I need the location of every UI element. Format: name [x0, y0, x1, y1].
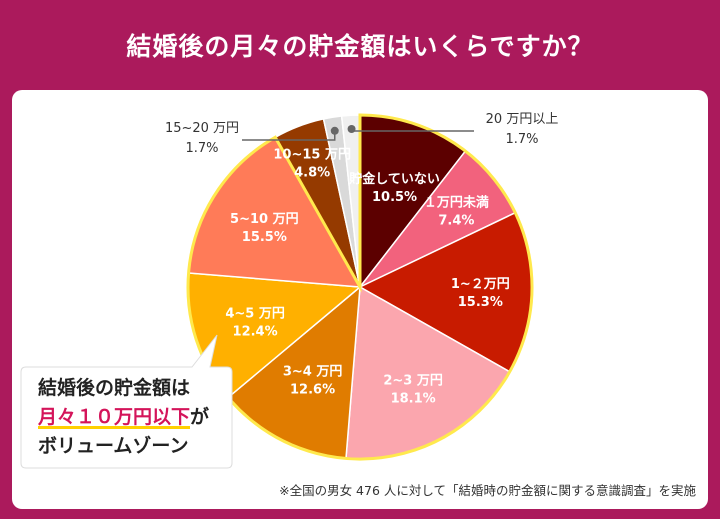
callout-box: 結婚後の貯金額は 月々１０万円以下が ボリュームゾーン — [20, 334, 233, 469]
slice-label: １万円未満 — [424, 194, 489, 210]
callout-line-1: 結婚後の貯金額は — [38, 376, 190, 399]
slice-label: 4~5 万円 — [225, 306, 285, 321]
page-title: 結婚後の月々の貯金額はいくらですか？ — [126, 32, 594, 61]
outside-slice-label: 15~20 万円 — [165, 121, 239, 136]
slice-value-label: 12.6% — [290, 383, 335, 398]
outside-slice-value-label: 1.7% — [185, 141, 218, 156]
slice-value-label: 4.8% — [294, 166, 330, 181]
outside-slice-label: 20 万円以上 — [486, 112, 559, 127]
slice-value-label: 10.5% — [372, 190, 417, 205]
slice-value-label: 15.3% — [458, 295, 503, 310]
slice-value-label: 12.4% — [233, 324, 278, 339]
pie-chart: 貯金していない 10.5% １万円未満 7.4% 1~２万円 15.3% 2~3 万円 18.… — [20, 112, 559, 469]
slice-value-label: 7.4% — [438, 213, 474, 228]
outside-slice-value-label: 1.7% — [505, 132, 538, 147]
slice-value-label: 15.5% — [242, 230, 287, 245]
slice-label: 10~15 万円 — [273, 148, 351, 163]
leader-dot — [347, 124, 356, 133]
callout-line-3: ボリュームゾーン — [38, 435, 188, 457]
callout-line-2: 月々１０万円以下が — [37, 405, 209, 428]
slice-label: 貯金していない — [349, 171, 440, 187]
slice-label: 3~4 万円 — [283, 365, 343, 380]
callout-highlight: 月々１０万円以下 — [37, 406, 190, 428]
slice-label: 1~２万円 — [451, 277, 510, 292]
slice-label: 5~10 万円 — [230, 212, 299, 227]
leader-dot — [330, 126, 339, 135]
footnote: ※全国の男女 476 人に対して「結婚時の貯金額に関する意識調査」を実施 — [279, 483, 696, 498]
slice-value-label: 18.1% — [391, 391, 436, 406]
chart-panel: 貯金していない 10.5% １万円未満 7.4% 1~２万円 15.3% 2~3 万円 18.… — [12, 90, 708, 509]
callout-suffix: が — [190, 405, 209, 428]
slice-label: 2~3 万円 — [383, 373, 443, 388]
highlight-outline — [186, 113, 534, 461]
